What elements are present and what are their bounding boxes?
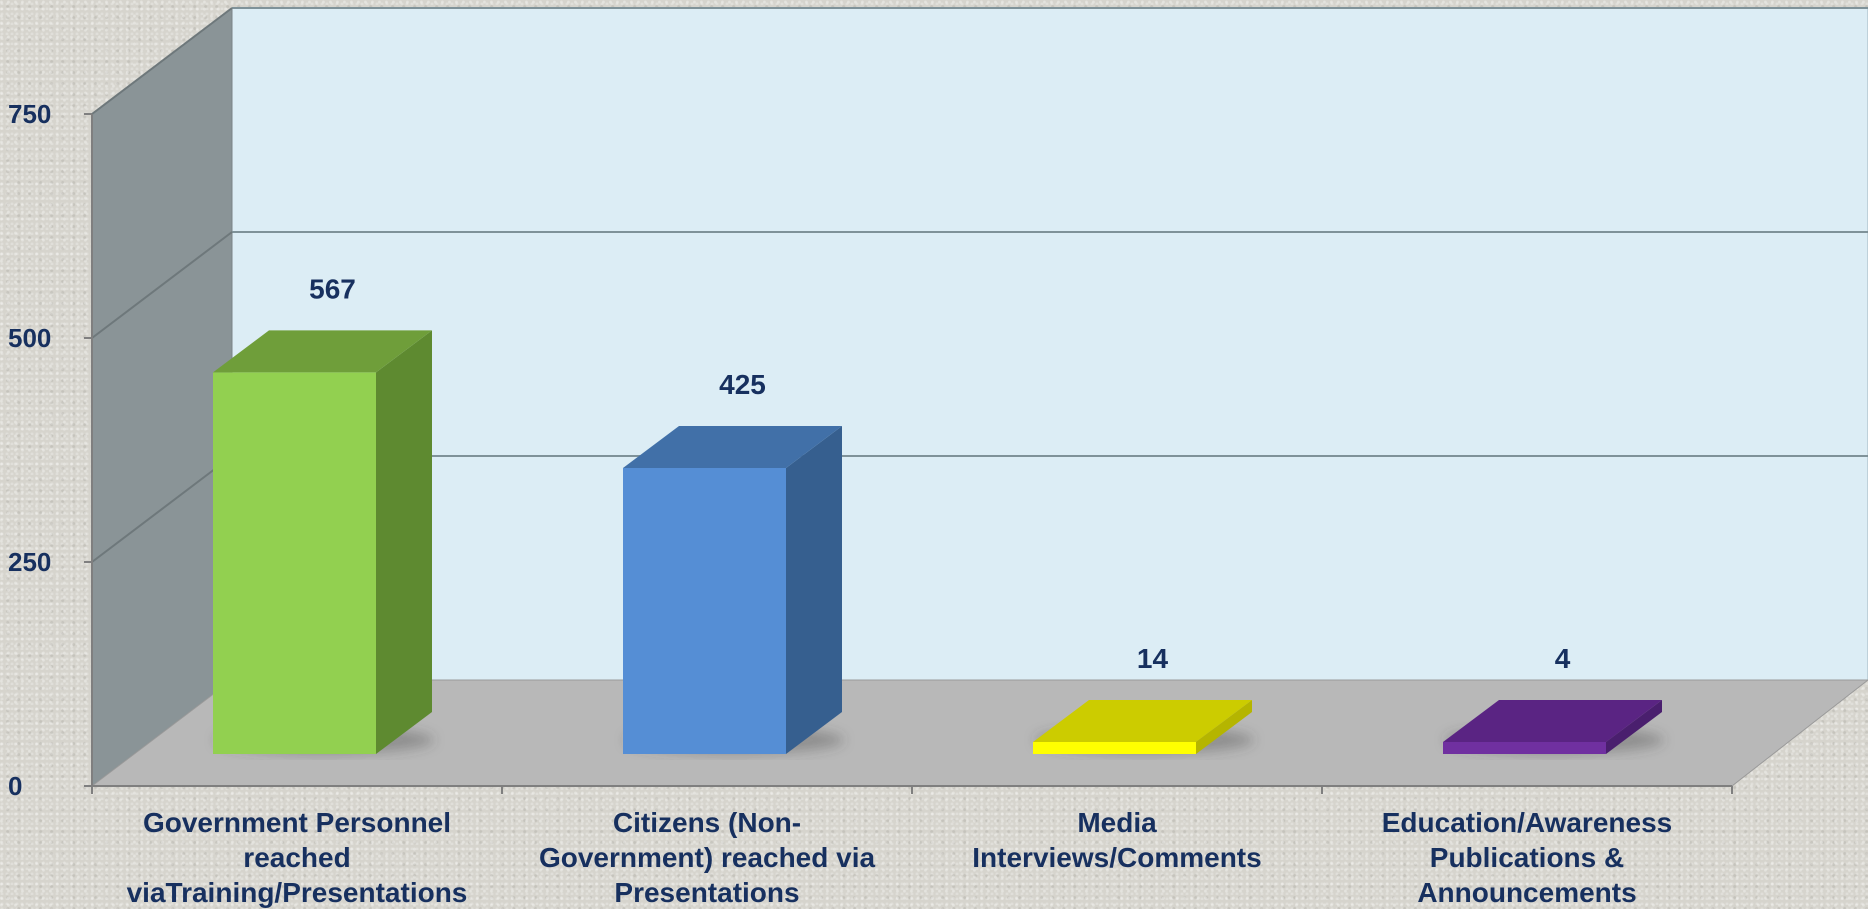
category-label-line: reached: [243, 842, 350, 873]
data-label-1: 567: [309, 273, 356, 304]
bar-top: [213, 330, 432, 373]
bar-top: [1443, 700, 1662, 742]
category-label-3: Media Interviews/Comments: [972, 807, 1261, 873]
bar-top: [623, 425, 842, 468]
gridline-side: [91, 7, 233, 115]
bar-side: [786, 425, 842, 754]
bar-1: [213, 330, 434, 754]
category-label-line: Publications &: [1430, 842, 1624, 873]
bar-side: [1196, 700, 1252, 754]
bar-front: [1033, 742, 1196, 754]
bar-side: [1606, 700, 1662, 754]
y-tick-label: 500: [8, 323, 51, 353]
bar-front: [623, 467, 786, 754]
category-label-line: Media: [1077, 807, 1157, 838]
y-tick-label: 250: [8, 547, 51, 577]
bar-front: [1443, 742, 1606, 754]
category-label-line: Interviews/Comments: [972, 842, 1261, 873]
category-label-2: Citizens (Non- Government) reached via Pre…: [539, 807, 876, 908]
y-tick-label: 750: [8, 99, 51, 129]
bar-2: [623, 425, 844, 754]
back-wall: [231, 7, 1868, 681]
category-label-4: Education/Awareness Publications & Announc…: [1382, 807, 1672, 908]
y-tick-label: 0: [8, 771, 22, 801]
data-label-2: 425: [719, 369, 766, 400]
category-label-line: Government Personnel: [143, 807, 451, 838]
gridline-side: [91, 455, 233, 563]
side-wall: [91, 6, 233, 788]
bar-front: [213, 372, 376, 754]
category-label-line: Presentations: [614, 877, 799, 908]
bar-3: [1033, 700, 1254, 754]
category-label-line: Citizens (Non-: [613, 807, 801, 838]
category-label-line: Government) reached via: [539, 842, 876, 873]
category-label-1: Government Personnel reached viaTraining/P…: [127, 807, 468, 908]
category-label-line: Announcements: [1417, 877, 1636, 908]
bar-side: [376, 330, 432, 754]
data-label-3: 14: [1137, 643, 1169, 674]
bar-4: [1443, 700, 1664, 754]
category-label-line: viaTraining/Presentations: [127, 877, 468, 908]
bar-top: [1033, 700, 1252, 742]
data-label-4: 4: [1555, 643, 1571, 674]
gridline-side: [91, 231, 233, 339]
category-label-line: Education/Awareness: [1382, 807, 1672, 838]
